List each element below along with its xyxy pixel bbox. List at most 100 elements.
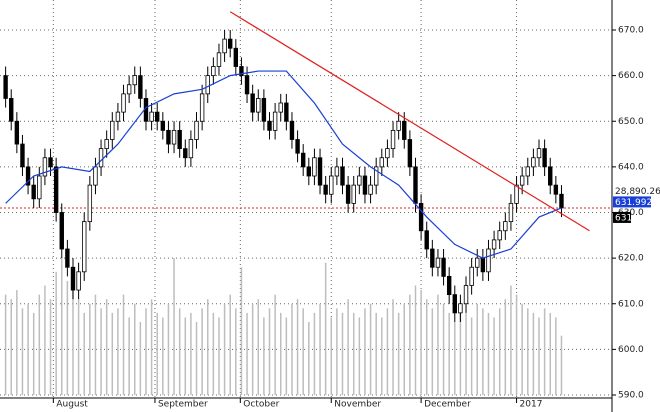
price-tag [613,211,631,223]
candle-body [37,175,42,200]
y-tick-label: 660.0 [618,71,644,81]
candle-body [452,294,457,314]
candle-body [104,139,109,150]
candle-body [329,175,334,195]
y-tick-label: 610.0 [618,299,644,309]
candle-body [424,230,429,250]
candle-body [402,120,407,140]
candle-body [199,93,205,122]
candle-body [553,184,559,195]
candle-body [559,193,564,209]
candle-body [31,184,36,200]
candle-body [272,111,278,131]
candle-body [70,266,76,291]
price-tag-label: 631 [615,213,632,223]
candle-body [132,75,137,86]
candle-body [323,184,328,195]
candle-body [171,129,177,145]
candle-body [110,120,115,140]
candle-body [373,166,379,186]
candle-body [59,212,64,250]
candle-body [519,175,525,186]
y-tick-label: 640.0 [618,162,644,172]
candle-body [42,157,48,177]
y-tick-label: 630.0 [618,208,644,218]
candle-body [385,148,390,159]
candle-body [261,98,267,122]
y-tick-label: 620.0 [618,254,644,264]
candle-body [289,120,295,140]
candle-body [435,257,441,268]
candle-body [194,120,199,140]
candle-body [98,148,104,168]
candle-body [53,166,59,213]
candle-body [396,120,401,131]
candle-body [514,184,519,204]
candle-body [76,271,81,291]
candle-body [284,102,289,122]
candle-body [480,257,486,273]
candle-body [126,84,132,95]
candle-body [379,157,384,168]
candle-body [82,221,87,273]
candle-body [138,75,143,99]
candle-body [244,75,250,95]
candle-body [362,175,368,195]
candle-body [205,75,210,95]
candle-body [250,93,255,113]
x-tick-label: 2017 [520,400,543,410]
candle-body [441,257,446,277]
candle-body [177,129,182,150]
candle-body [418,202,424,232]
candle-body [155,111,160,122]
x-tick-label: October [243,400,279,410]
candle-body [115,111,121,122]
candle-body [228,38,233,49]
x-tick-label: December [424,400,471,410]
price-tag [613,196,651,208]
candle-body [295,139,300,154]
candle-body [312,157,317,177]
candle-body [497,230,502,241]
candle-body [491,239,497,250]
y-tick-label: 670.0 [618,26,644,36]
candle-body [542,148,547,168]
candle-body [9,98,14,122]
candle-body [20,143,25,168]
candle-body [256,98,261,113]
candle-body [183,148,188,159]
candle-body [351,184,356,204]
candle-body [475,257,480,268]
candle-body [463,285,469,305]
y-tick-label: 590.0 [618,391,644,401]
candle-body [357,175,362,186]
candle-body [211,66,216,77]
candle-body [65,248,70,268]
candle-body [469,266,474,286]
x-tick-label: November [334,400,381,410]
candle-body [3,75,8,99]
x-tick-label: September [158,400,208,410]
candle-body [334,166,340,177]
candle-body [340,166,345,186]
y-tick-label: 600.0 [618,345,644,355]
candle-body [87,184,93,223]
x-tick-label: August [56,400,88,410]
y-tick-label: 650.0 [618,117,644,127]
candle-body [368,184,373,195]
candle-body [25,166,31,186]
candle-body [458,303,463,314]
candle-body [48,157,53,168]
candle-body [317,157,323,186]
candle-body [121,93,126,113]
candle-body [239,66,244,77]
candle-body [508,202,514,223]
candle-body [413,166,418,204]
candle-body [278,102,283,113]
candle-body [548,166,553,186]
candle-body [345,184,351,204]
candle-body [390,129,396,150]
candle-body [216,52,222,67]
candle-body [407,139,413,168]
